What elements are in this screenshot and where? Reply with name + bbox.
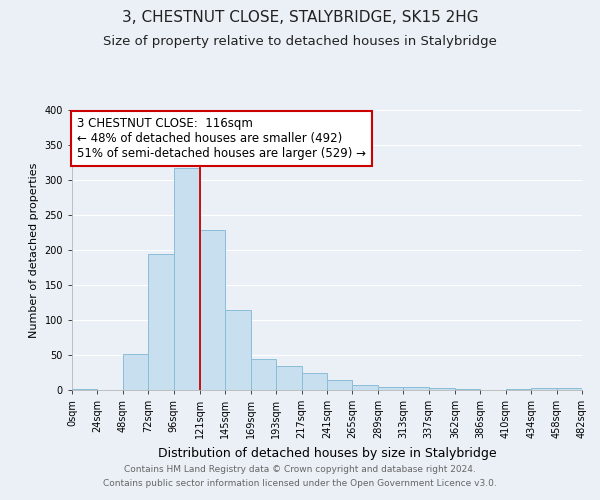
Bar	[455, 388, 481, 390]
Bar	[251, 358, 276, 390]
Bar	[226, 310, 251, 390]
Bar	[72, 388, 97, 390]
Bar	[557, 388, 582, 390]
Y-axis label: Number of detached properties: Number of detached properties	[29, 162, 39, 338]
Bar	[200, 230, 226, 390]
X-axis label: Distribution of detached houses by size in Stalybridge: Distribution of detached houses by size …	[158, 446, 496, 460]
Text: Size of property relative to detached houses in Stalybridge: Size of property relative to detached ho…	[103, 35, 497, 48]
Text: 3, CHESTNUT CLOSE, STALYBRIDGE, SK15 2HG: 3, CHESTNUT CLOSE, STALYBRIDGE, SK15 2HG	[122, 10, 478, 25]
Bar	[428, 388, 455, 390]
Text: Contains HM Land Registry data © Crown copyright and database right 2024.
Contai: Contains HM Land Registry data © Crown c…	[103, 466, 497, 487]
Bar	[378, 386, 403, 390]
Bar	[403, 387, 428, 390]
Bar	[352, 385, 378, 390]
Bar	[531, 388, 557, 390]
Bar	[148, 254, 173, 390]
Bar	[276, 366, 302, 390]
Text: 3 CHESTNUT CLOSE:  116sqm
← 48% of detached houses are smaller (492)
51% of semi: 3 CHESTNUT CLOSE: 116sqm ← 48% of detach…	[77, 117, 366, 160]
Bar	[327, 380, 352, 390]
Bar	[123, 354, 148, 390]
Bar	[302, 373, 327, 390]
Bar	[173, 168, 200, 390]
